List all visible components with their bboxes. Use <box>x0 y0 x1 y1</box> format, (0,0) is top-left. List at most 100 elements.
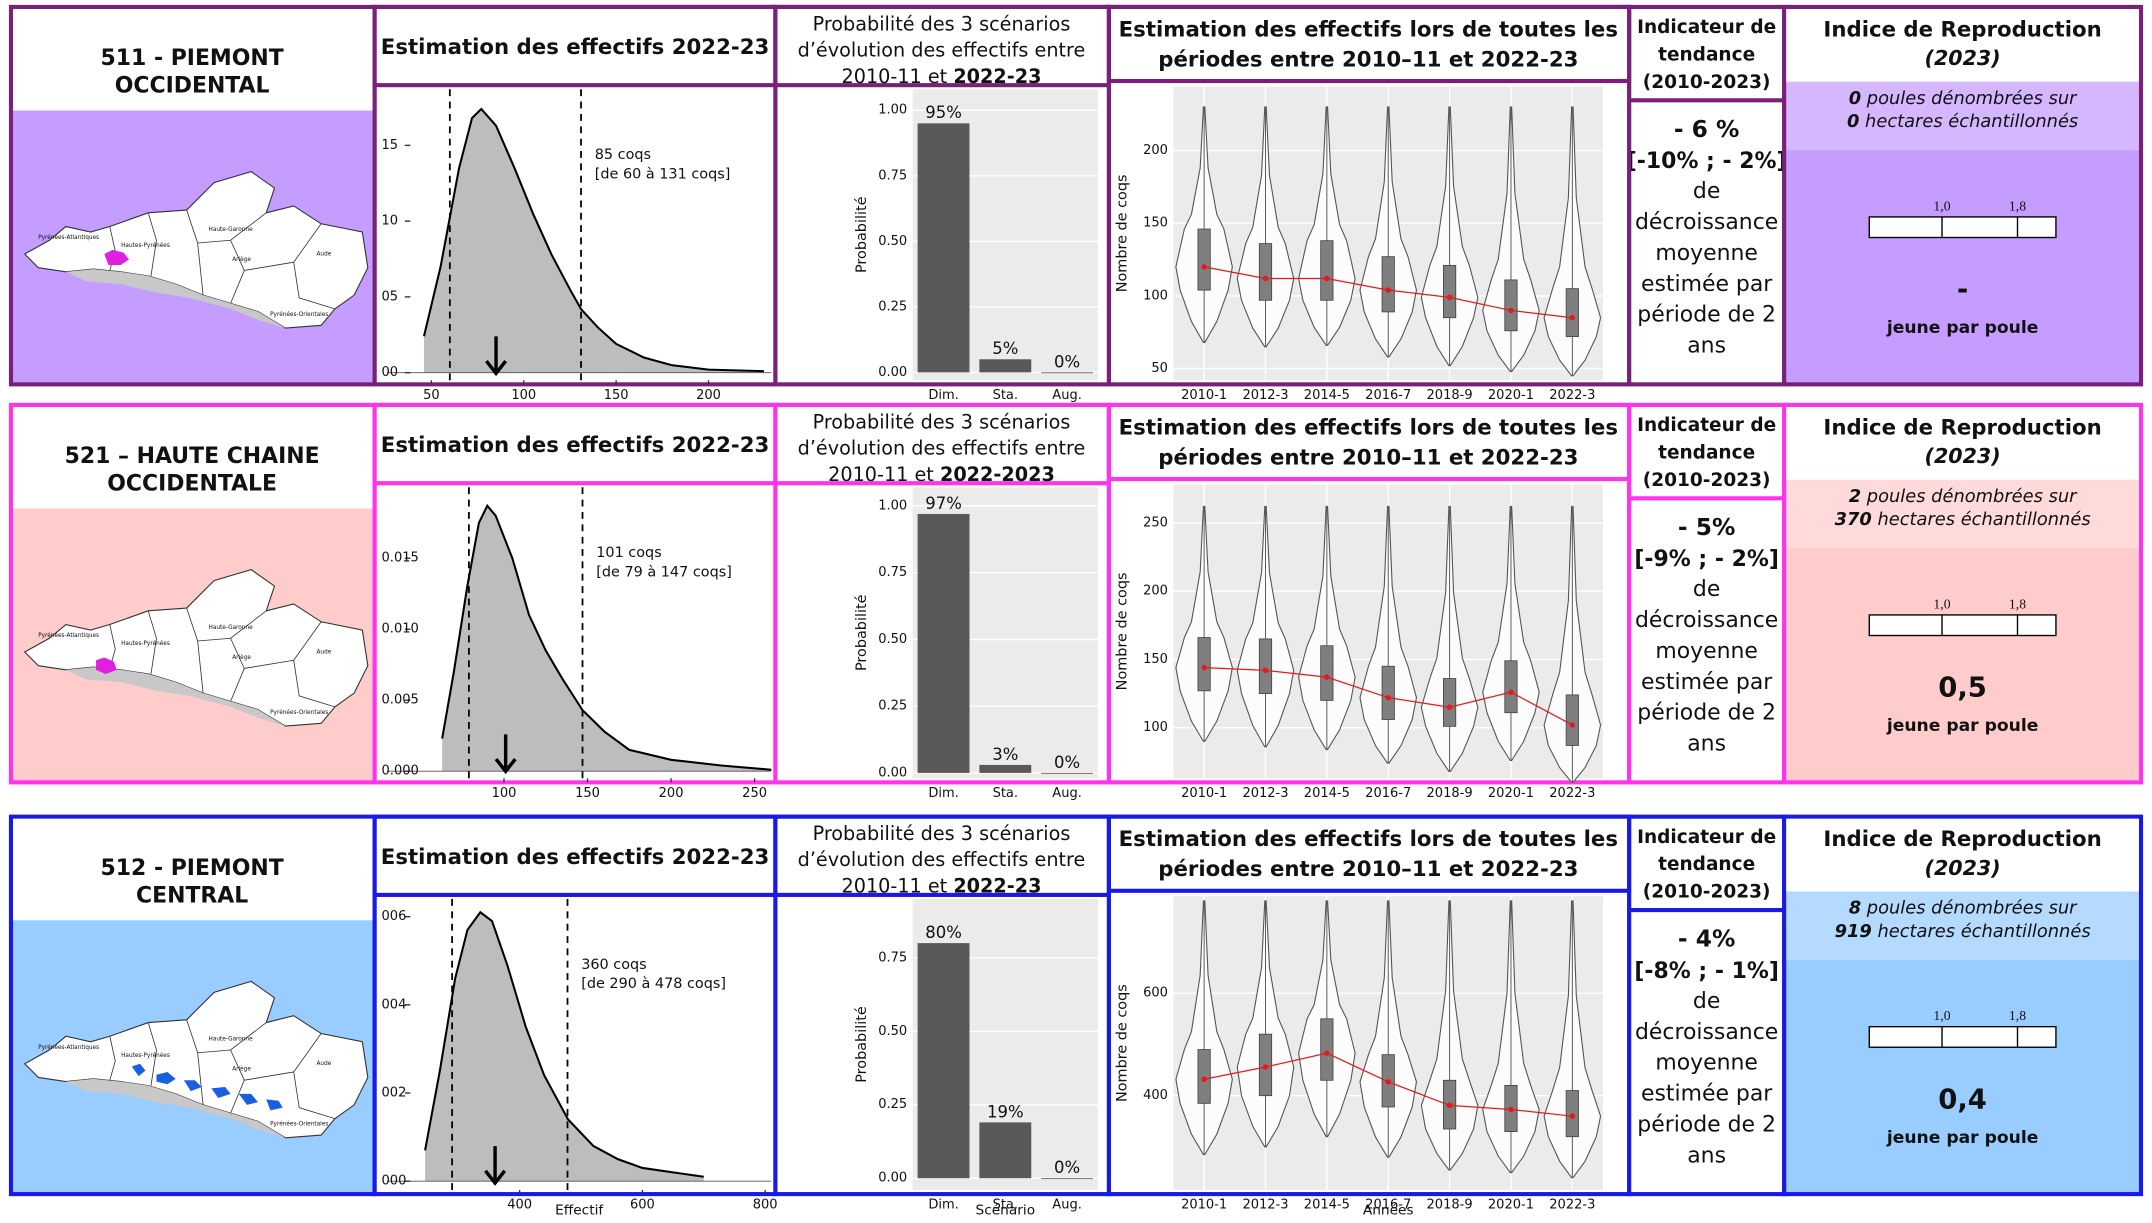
x-tick-label: 2020-1 <box>1488 786 1534 801</box>
map-label: Pyrénées-Atlantiques <box>38 1044 99 1051</box>
y-tick-label: 004 <box>382 997 407 1012</box>
panel-title: Probabilité des 3 scénarios <box>813 410 1071 433</box>
bar <box>917 943 970 1179</box>
y-tick-label: 0.75 <box>878 565 907 580</box>
trend-text: décroissance <box>1635 210 1778 235</box>
y-tick-label: 200 <box>1143 584 1168 599</box>
area: 0 <box>1847 111 1859 132</box>
map-outline <box>23 980 369 1139</box>
x-tick-label: Sta. <box>993 388 1018 403</box>
map-label: Hautes-Pyrénées <box>121 640 170 647</box>
mean-point <box>1385 1079 1391 1085</box>
map-label: Ariège <box>232 1066 251 1073</box>
map-label: Hautes-Pyrénées <box>121 1052 170 1059</box>
x-tick-label: 400 <box>507 1198 532 1213</box>
count-text: poules dénombrées sur <box>1861 898 2078 919</box>
repro-unit: jeune par poule <box>1886 716 2039 736</box>
trend-text: période de 2 <box>1637 701 1776 726</box>
trend-interval: [-10% ; - 2%] <box>1627 149 1787 174</box>
y-tick-label: 150 <box>1143 216 1168 231</box>
trend-title: Indicateur de <box>1637 827 1776 848</box>
panel-title: d’évolution des effectifs entre <box>798 38 1086 61</box>
estimate-annotation: [de 79 à 147 coqs] <box>596 564 732 580</box>
repro-title: Indice de Reproduction <box>1823 827 2101 852</box>
area-text: hectares échantillonnés <box>1859 111 2078 132</box>
repro-title: Indice de Reproduction <box>1823 17 2101 42</box>
repro-header <box>1786 818 2139 892</box>
panel-title: périodes entre 2010–11 et 2022-23 <box>1158 47 1578 72</box>
panel-title: Estimation des effectifs 2022-23 <box>381 433 770 458</box>
x-tick-label: 2022-3 <box>1549 786 1595 801</box>
bar <box>1041 772 1094 774</box>
trend-text: estimée par <box>1641 670 1773 695</box>
y-tick-label: 0.005 <box>382 693 419 708</box>
estimate-annotation: 360 coqs <box>581 957 646 973</box>
x-tick-label: 2016-7 <box>1365 388 1411 403</box>
y-axis-label: Nombre de coqs <box>1115 573 1131 691</box>
map-label: Haute-Garonne <box>209 625 254 631</box>
title-box <box>773 402 1111 486</box>
title-part: 2010-11 et <box>828 462 940 485</box>
trend-value: - 6 % <box>1674 115 1740 143</box>
trend-text: de <box>1693 179 1720 204</box>
mean-point <box>1385 287 1391 293</box>
region-header <box>13 8 373 111</box>
y-tick-label: 0.25 <box>878 299 907 314</box>
trend-title: Indicateur de <box>1637 415 1776 436</box>
scale-label: 1,8 <box>2009 596 2026 611</box>
title-box <box>1106 814 1632 893</box>
map-label: Aude <box>317 1061 332 1067</box>
count: 8 <box>1849 898 1861 919</box>
y-tick-label: 100 <box>1143 288 1168 303</box>
trend-interval: [-9% ; - 2%] <box>1634 547 1778 572</box>
trend-text: estimée par <box>1641 272 1773 297</box>
bar <box>979 359 1032 373</box>
mean-point <box>1446 294 1453 301</box>
box <box>1381 665 1395 720</box>
scale-bar <box>1868 614 2057 637</box>
title-part: 2022-23 <box>953 874 1041 897</box>
trend-title: tendance <box>1658 442 1755 463</box>
repro-value: 0,4 <box>1938 1084 1987 1115</box>
trend-text: ans <box>1687 334 1726 359</box>
x-tick-label: 2018-9 <box>1427 1198 1473 1213</box>
x-tick-label: Dim. <box>928 786 958 801</box>
x-tick-label: Sta. <box>993 786 1018 801</box>
x-tick-label: 2010-1 <box>1181 1198 1227 1213</box>
trend-text: décroissance <box>1635 1020 1778 1045</box>
repro-area: 370 hectares échantillonnés <box>1835 509 2091 530</box>
y-tick-label: 10 <box>382 214 399 229</box>
map-relief <box>65 667 286 727</box>
value-label: 0% <box>1054 753 1080 772</box>
box <box>1504 660 1518 714</box>
bar <box>1041 1178 1094 1180</box>
density-area <box>423 108 764 373</box>
map-label: Pyrénées-Orientales <box>270 1121 328 1128</box>
value-label: 5% <box>992 339 1018 358</box>
estimate-annotation: 85 coqs <box>595 147 651 163</box>
x-tick-label: 250 <box>742 786 767 801</box>
scale-bar <box>1868 216 2057 239</box>
y-axis-label: Probabilité <box>854 594 870 671</box>
zone <box>238 1093 259 1105</box>
x-tick-label: 2022-3 <box>1549 388 1595 403</box>
repro-title: Indice de Reproduction <box>1823 415 2101 440</box>
trend-text: période de 2 <box>1637 303 1776 328</box>
y-tick-label: 0.25 <box>878 1097 907 1112</box>
repro-year: (2023) <box>1925 856 2001 880</box>
y-tick-label: 600 <box>1143 986 1168 1001</box>
y-tick-label: 0.010 <box>382 622 419 637</box>
value-label: 95% <box>925 103 962 122</box>
y-axis-label: Probabilité <box>854 196 870 273</box>
zone <box>96 657 117 674</box>
density-curve <box>441 503 772 771</box>
mean-point <box>1262 667 1269 674</box>
bar <box>979 1122 1032 1179</box>
value-label: 80% <box>925 923 962 942</box>
zone <box>183 1080 202 1092</box>
box <box>1443 264 1457 319</box>
box <box>1381 256 1395 313</box>
trend-panel <box>1627 814 1787 1197</box>
y-tick-label: 000 <box>382 1174 407 1189</box>
scale-label: 1,8 <box>2009 1008 2026 1023</box>
